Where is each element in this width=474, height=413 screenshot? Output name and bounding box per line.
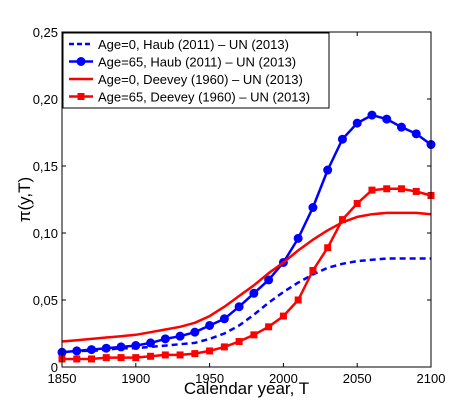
data-point (88, 355, 96, 363)
data-point (382, 114, 392, 124)
data-point (161, 351, 169, 359)
data-point (191, 350, 199, 358)
data-point (176, 351, 184, 359)
data-point (205, 320, 215, 330)
data-point (234, 302, 244, 312)
x-tick-label: 1850 (48, 371, 77, 386)
legend-entry: Age=0, Deevey (1960) – UN (2013) (69, 72, 303, 87)
data-point (323, 165, 333, 175)
y-tick-label: 0,25 (33, 25, 58, 40)
data-point (72, 346, 82, 356)
data-point (131, 341, 141, 351)
data-point (383, 185, 391, 193)
legend-box (62, 32, 330, 109)
data-point (219, 314, 229, 324)
data-point (146, 338, 156, 348)
series-2 (61, 211, 432, 343)
data-point (220, 343, 228, 351)
data-point (324, 244, 332, 252)
data-point (397, 185, 405, 193)
legend-label: Age=65, Deevey (1960) – UN (2013) (98, 90, 310, 105)
series-1 (57, 110, 436, 357)
legend-marker (76, 57, 86, 66)
axis-ticks: 1850 1900 1950 2000 2050 2100 0 0,05 0,10 0,15 0,2… (33, 25, 446, 386)
plot-frame (61, 31, 432, 368)
data-point (249, 288, 259, 298)
series-3 (58, 185, 435, 363)
x-tick-label: 1900 (121, 371, 150, 386)
y-tick-label: 0,15 (33, 159, 58, 174)
data-point (87, 345, 97, 355)
legend-entry: Age=0, Haub (2011) – UN (2013) (69, 37, 289, 52)
data-point (309, 267, 317, 275)
legend-entry: Age=65, Haub (2011) – UN (2013) (69, 55, 296, 70)
legend-label: Age=65, Haub (2011) – UN (2013) (98, 55, 296, 70)
data-point (412, 187, 420, 195)
legend-entry: Age=65, Deevey (1960) – UN (2013) (69, 90, 310, 105)
data-point (190, 327, 200, 337)
data-point (337, 134, 347, 144)
legend-label: Age=0, Deevey (1960) – UN (2013) (98, 72, 303, 87)
data-point (73, 355, 81, 363)
x-axis-label: Calendar year, T (184, 379, 309, 398)
data-point (411, 129, 421, 139)
y-axis-label: π(y,T) (15, 177, 34, 222)
data-point (353, 200, 361, 208)
y-tick-label: 0,05 (33, 293, 58, 308)
data-point (352, 118, 362, 128)
data-point (293, 233, 303, 243)
data-point (102, 354, 110, 362)
data-point (264, 275, 274, 285)
x-tick-label: 2050 (343, 371, 372, 386)
series-line (61, 113, 432, 354)
x-tick-label: 2100 (417, 371, 446, 386)
legend-label: Age=0, Haub (2011) – UN (2013) (98, 37, 289, 52)
data-point (147, 352, 155, 360)
data-point (116, 342, 126, 352)
y-tick-label: 0,20 (33, 92, 58, 107)
data-point (338, 216, 346, 224)
data-point (367, 110, 377, 120)
data-point (294, 296, 302, 304)
data-point (206, 347, 214, 355)
data-point (235, 338, 243, 346)
y-tick-label: 0,10 (33, 226, 58, 241)
legend: Age=0, Haub (2011) – UN (2013) Age=65, Ha… (62, 32, 330, 109)
plot-lines (57, 110, 436, 363)
series-line (61, 211, 432, 343)
data-point (160, 334, 170, 344)
data-point (265, 323, 273, 331)
x-tick-label: 1950 (195, 371, 224, 386)
data-point (368, 186, 376, 194)
data-point (279, 312, 287, 320)
y-tick-label: 0 (51, 360, 58, 375)
data-point (132, 354, 140, 362)
data-point (308, 203, 318, 213)
data-point (250, 331, 258, 339)
data-point (175, 331, 185, 341)
legend-marker (77, 93, 85, 100)
data-point (117, 354, 125, 362)
data-point (101, 343, 111, 353)
data-point (396, 122, 406, 132)
x-tick-label: 2000 (269, 371, 298, 386)
